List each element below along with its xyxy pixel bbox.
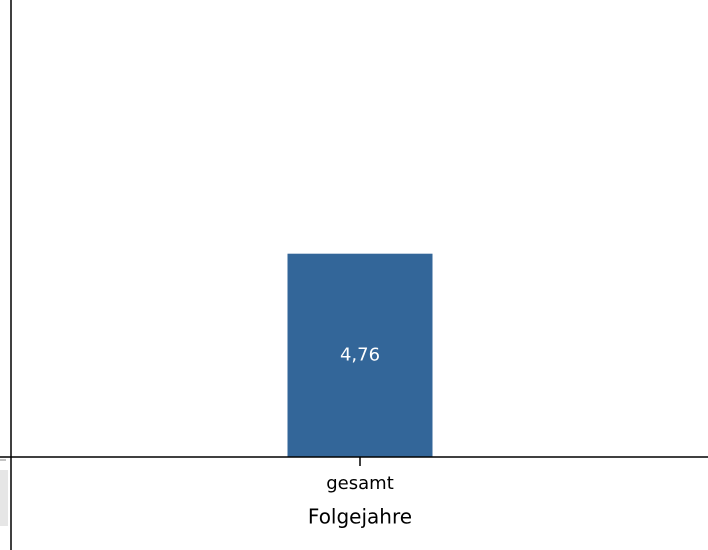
value-label: 4,76 xyxy=(340,344,380,365)
x-axis-label: Folgejahre xyxy=(308,505,412,529)
panel-edge xyxy=(0,470,8,526)
bar xyxy=(287,253,433,457)
x-tick-label: gesamt xyxy=(326,473,394,494)
